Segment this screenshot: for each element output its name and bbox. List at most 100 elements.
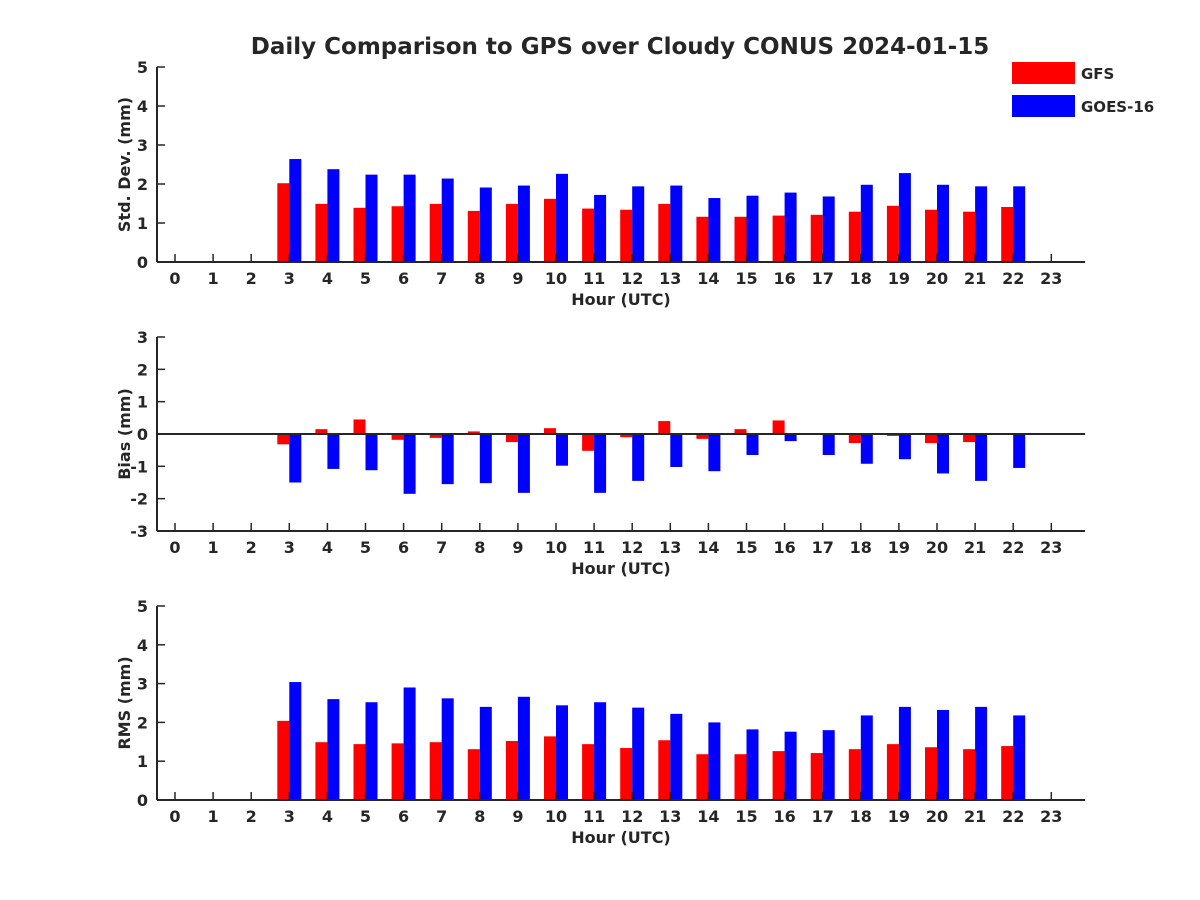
x-tick-label: 2: [246, 269, 257, 288]
bar: [582, 434, 595, 451]
bar: [479, 434, 492, 484]
bar: [391, 206, 404, 262]
bar: [391, 434, 404, 440]
y-tick-label: 3: [137, 675, 148, 694]
bar: [1013, 715, 1026, 800]
x-tick-label: 22: [1002, 538, 1024, 557]
bar: [860, 715, 873, 800]
bar: [746, 195, 759, 262]
bar: [822, 196, 835, 262]
legend-swatch-2: [1012, 95, 1075, 117]
bar: [632, 707, 645, 800]
bar: [937, 434, 949, 474]
bar: [898, 173, 911, 262]
bar: [886, 744, 899, 800]
bar: [925, 209, 937, 262]
x-tick-label: 15: [735, 538, 757, 557]
x-tick-label: 8: [474, 538, 485, 557]
bar: [632, 186, 645, 262]
bar: [658, 421, 671, 434]
bar: [403, 434, 416, 494]
bar: [734, 754, 747, 800]
x-tick-label: 7: [436, 538, 447, 557]
x-tick-label: 18: [850, 269, 872, 288]
x-tick-label: 9: [512, 807, 523, 826]
y-tick-label: 2: [137, 713, 148, 732]
x-tick-label: 12: [621, 807, 643, 826]
bar: [289, 159, 302, 262]
bar: [620, 434, 633, 438]
bar: [937, 184, 949, 262]
bar: [505, 741, 518, 800]
bar: [556, 705, 568, 800]
x-tick-label: 14: [697, 807, 719, 826]
x-tick-label: 17: [812, 538, 834, 557]
y-tick-label: 1: [137, 752, 148, 771]
x-tick-label: 13: [659, 269, 681, 288]
y-tick-label: 2: [137, 360, 148, 379]
bar: [1001, 207, 1014, 262]
bar: [696, 434, 709, 439]
bar: [886, 205, 899, 262]
y-tick-label: -3: [130, 522, 148, 541]
bar: [277, 720, 290, 800]
y-tick-label: -1: [130, 457, 148, 476]
y-tick-label: 0: [137, 791, 148, 810]
bar: [963, 211, 976, 262]
x-tick-label: 20: [926, 538, 948, 557]
bar: [594, 702, 607, 800]
x-tick-label: 5: [360, 269, 371, 288]
y-tick-label: 5: [137, 58, 148, 77]
bar: [429, 742, 442, 800]
x-axis-label: Hour (UTC): [571, 290, 671, 309]
bar: [670, 185, 683, 262]
bar: [734, 429, 747, 434]
bar: [1001, 746, 1014, 800]
x-tick-label: 23: [1040, 538, 1062, 557]
bar: [772, 420, 785, 434]
bar: [925, 434, 937, 444]
bar: [975, 706, 988, 800]
x-tick-label: 12: [621, 269, 643, 288]
x-tick-label: 16: [773, 807, 795, 826]
bar: [734, 216, 747, 262]
x-tick-label: 16: [773, 269, 795, 288]
x-tick-label: 23: [1040, 269, 1062, 288]
y-axis-label: RMS (mm): [115, 656, 134, 749]
bar: [670, 434, 683, 467]
bar: [505, 203, 518, 262]
bar: [658, 740, 671, 800]
x-tick-label: 10: [545, 269, 567, 288]
bar: [594, 434, 607, 493]
x-tick-label: 19: [888, 807, 910, 826]
x-tick-label: 1: [208, 807, 219, 826]
bar: [505, 434, 518, 443]
x-tick-label: 22: [1002, 807, 1024, 826]
bar: [937, 709, 949, 800]
bar: [898, 706, 911, 800]
y-tick-label: 2: [137, 175, 148, 194]
bar: [848, 749, 861, 800]
y-axis-label: Std. Dev. (mm): [115, 97, 134, 232]
x-tick-label: 8: [474, 807, 485, 826]
y-tick-label: 0: [137, 253, 148, 272]
bar: [632, 434, 645, 481]
bar: [429, 434, 442, 438]
x-tick-label: 15: [735, 807, 757, 826]
y-axis-label: Bias (mm): [115, 388, 134, 480]
x-tick-label: 4: [322, 269, 333, 288]
bar: [277, 183, 290, 262]
bar: [963, 749, 976, 800]
bar: [517, 434, 530, 493]
bar: [467, 431, 480, 434]
x-tick-label: 21: [964, 807, 986, 826]
legend-label-1: GFS: [1081, 65, 1114, 83]
bar: [1013, 434, 1026, 468]
x-tick-label: 10: [545, 807, 567, 826]
bar: [517, 696, 530, 800]
